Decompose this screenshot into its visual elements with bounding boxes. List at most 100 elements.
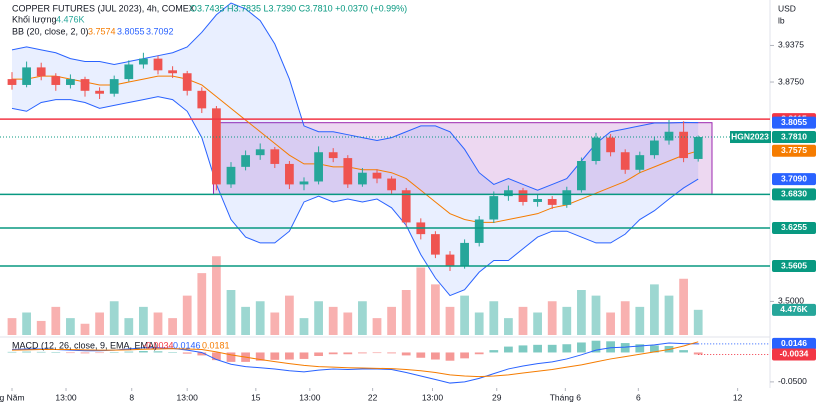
candle-body bbox=[36, 67, 46, 77]
macd-histogram bbox=[124, 351, 134, 353]
symbol-tag bbox=[730, 131, 771, 144]
candle-body bbox=[387, 178, 396, 191]
price-tag-label: 3.7575 bbox=[781, 145, 807, 155]
volume-bar bbox=[504, 318, 513, 335]
volume-bar bbox=[328, 306, 338, 335]
volume-bar bbox=[109, 301, 119, 335]
candle-body bbox=[51, 76, 61, 85]
price-tag bbox=[772, 173, 816, 186]
bb-value: 3.7574 bbox=[88, 26, 116, 36]
volume-bar bbox=[212, 256, 221, 335]
volume-tag-label: 4.476K bbox=[780, 304, 808, 314]
macd-histogram bbox=[533, 344, 542, 353]
macd-histogram bbox=[168, 352, 177, 353]
bb-label: BB (20, close, 2, 0) bbox=[12, 26, 89, 36]
macd-value: 0.0146 bbox=[173, 340, 201, 350]
candle-body bbox=[66, 79, 75, 85]
x-tick-label: 12 bbox=[733, 392, 743, 402]
macd-histogram bbox=[95, 352, 104, 354]
macd-histogram bbox=[547, 344, 557, 353]
candle-body bbox=[401, 190, 411, 223]
x-tick-label: 13:00 bbox=[299, 392, 321, 402]
macd-histogram bbox=[635, 344, 645, 353]
price-tag-label: 3.8055 bbox=[781, 117, 807, 127]
macd-label: MACD (12, 26, close, 9, EMA, EMA) bbox=[12, 340, 157, 350]
candle-body bbox=[95, 90, 104, 94]
volume-bar bbox=[577, 290, 586, 335]
volume-bar bbox=[489, 301, 499, 335]
volume-value: 4.476K bbox=[56, 14, 85, 24]
macd-histogram bbox=[182, 352, 192, 354]
macd-tag bbox=[772, 348, 816, 361]
price-tag-label: 3.7810 bbox=[781, 131, 807, 141]
candle-body bbox=[255, 149, 265, 156]
candle-body bbox=[226, 166, 236, 185]
candle-body bbox=[197, 90, 207, 109]
candle-body bbox=[372, 172, 382, 179]
volume-bar bbox=[358, 301, 367, 335]
volume-bar bbox=[431, 284, 440, 335]
macd-histogram bbox=[372, 352, 382, 354]
volume-bar bbox=[591, 295, 601, 335]
volume-bar bbox=[416, 267, 426, 335]
macd-histogram bbox=[139, 351, 148, 353]
candle-body bbox=[7, 79, 17, 85]
macd-histogram bbox=[504, 346, 513, 353]
candle-body bbox=[650, 140, 659, 156]
macd-histogram bbox=[109, 352, 119, 353]
x-tick-label: g Năm bbox=[0, 392, 25, 402]
volume-bar bbox=[255, 301, 265, 335]
candle-body bbox=[489, 196, 499, 220]
macd-histogram bbox=[679, 350, 688, 353]
level-tag-label: 3.5605 bbox=[781, 260, 807, 270]
candle-body bbox=[460, 242, 469, 267]
candle-body bbox=[474, 219, 484, 243]
candle-body bbox=[577, 161, 586, 191]
volume-bar bbox=[124, 318, 134, 335]
price-tag bbox=[772, 131, 816, 144]
candle-body bbox=[635, 155, 645, 170]
macd-histogram bbox=[270, 352, 280, 360]
macd-histogram bbox=[518, 345, 528, 353]
volume-bar bbox=[66, 318, 75, 335]
macd-tag bbox=[772, 337, 816, 350]
candle-body bbox=[22, 67, 31, 85]
price-tag-label: 3.7090 bbox=[781, 173, 807, 183]
candle-body bbox=[606, 137, 615, 153]
macd-histogram bbox=[474, 352, 484, 355]
macd-value: 0.0181 bbox=[202, 340, 230, 350]
macd-histogram bbox=[620, 343, 630, 353]
price-pane bbox=[7, 2, 713, 335]
candle-body bbox=[109, 79, 119, 94]
bb-value: 3.8055 bbox=[117, 26, 145, 36]
macd-histogram bbox=[577, 342, 586, 353]
header-title: COPPER FUTURES (JUL 2023), 4h, COMEX bbox=[12, 3, 195, 13]
macd-histogram bbox=[445, 352, 455, 361]
volume-bar bbox=[401, 290, 411, 335]
volume-bar bbox=[285, 295, 294, 335]
x-tick-label: 8 bbox=[129, 392, 134, 402]
macd-histogram bbox=[650, 345, 659, 353]
x-tick-label: 13:00 bbox=[422, 392, 444, 402]
candle-body bbox=[620, 152, 630, 170]
macd-histogram bbox=[212, 352, 221, 361]
volume-bar bbox=[270, 312, 280, 335]
macd-histogram bbox=[197, 352, 207, 356]
volume-bar bbox=[95, 312, 104, 335]
candle-body bbox=[343, 158, 353, 185]
volume-bar bbox=[620, 301, 630, 335]
level-tag bbox=[772, 188, 816, 201]
bb-middle bbox=[12, 75, 699, 223]
bb-lower bbox=[11, 96, 699, 297]
macd-histogram bbox=[36, 351, 46, 353]
candle-body bbox=[153, 58, 163, 71]
volume-bar bbox=[650, 284, 659, 335]
candle-body bbox=[533, 199, 542, 202]
x-tick-label: 15 bbox=[251, 392, 261, 402]
level-tag bbox=[772, 221, 816, 234]
currency: USD bbox=[778, 3, 796, 13]
unit: lb bbox=[778, 15, 785, 25]
candle-body bbox=[693, 137, 703, 159]
